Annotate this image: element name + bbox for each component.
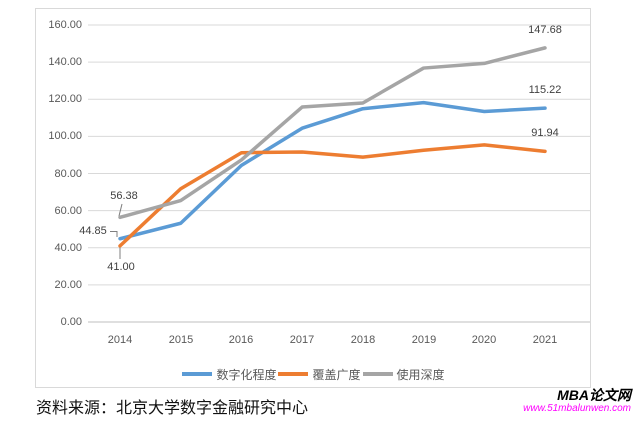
data-label-coverage-2021: 91.94 [531, 127, 559, 139]
watermark-url: www.51mbalunwen.com [523, 403, 631, 414]
legend-item-coverage: 覆盖广度 [278, 366, 361, 383]
series-line-2 [118, 46, 547, 220]
y-axis-tick: 0.00 [60, 316, 82, 328]
leader-line [118, 203, 123, 217]
y-axis-tick: 160.00 [48, 19, 82, 31]
y-axis-tick: 80.00 [54, 168, 82, 180]
data-label-depth-2021: 147.68 [528, 24, 562, 36]
legend-label: 使用深度 [396, 367, 445, 382]
legend-label: 覆盖广度 [312, 367, 361, 382]
chart-legend: 数字化程度 覆盖广度 使用深度 [35, 366, 592, 382]
series-line-0 [118, 100, 547, 241]
y-axis-tick: 120.00 [48, 93, 82, 105]
chart-frame [35, 8, 591, 388]
y-axis-tick: 140.00 [48, 56, 82, 68]
leader-line [110, 231, 118, 237]
x-axis-label: 2017 [289, 334, 315, 346]
legend-item-digitization: 数字化程度 [182, 366, 276, 383]
source-note: 资料来源：北京大学数字金融研究中心 [36, 400, 309, 417]
legend-line-swatch-gray [362, 372, 393, 376]
x-axis-label: 2021 [532, 334, 558, 346]
data-label-digitization-2014: 44.85 [79, 225, 107, 237]
x-axis-label: 2016 [228, 334, 254, 346]
x-axis-label: 2019 [411, 334, 437, 346]
x-axis-label: 2015 [168, 334, 194, 346]
legend-item-depth: 使用深度 [362, 366, 445, 383]
y-axis-tick: 20.00 [54, 279, 82, 291]
y-axis-tick: 60.00 [54, 205, 82, 217]
watermark: MBA论文网 www.51mbalunwen.com [523, 387, 631, 414]
data-label-coverage-2014: 41.00 [107, 261, 135, 273]
data-label-digitization-2021: 115.22 [528, 84, 562, 96]
y-axis-tick: 100.00 [48, 130, 82, 142]
x-axis-label: 2014 [107, 334, 133, 346]
legend-line-swatch-orange [278, 372, 309, 376]
series-line-1 [118, 143, 547, 248]
legend-line-swatch-blue [182, 372, 213, 376]
x-axis-label: 2018 [350, 334, 376, 346]
watermark-title: MBA论文网 [557, 387, 631, 403]
data-label-depth-2014: 56.38 [110, 190, 138, 202]
legend-label: 数字化程度 [216, 367, 277, 382]
x-axis-label: 2020 [471, 334, 497, 346]
y-axis-tick: 40.00 [54, 242, 82, 254]
